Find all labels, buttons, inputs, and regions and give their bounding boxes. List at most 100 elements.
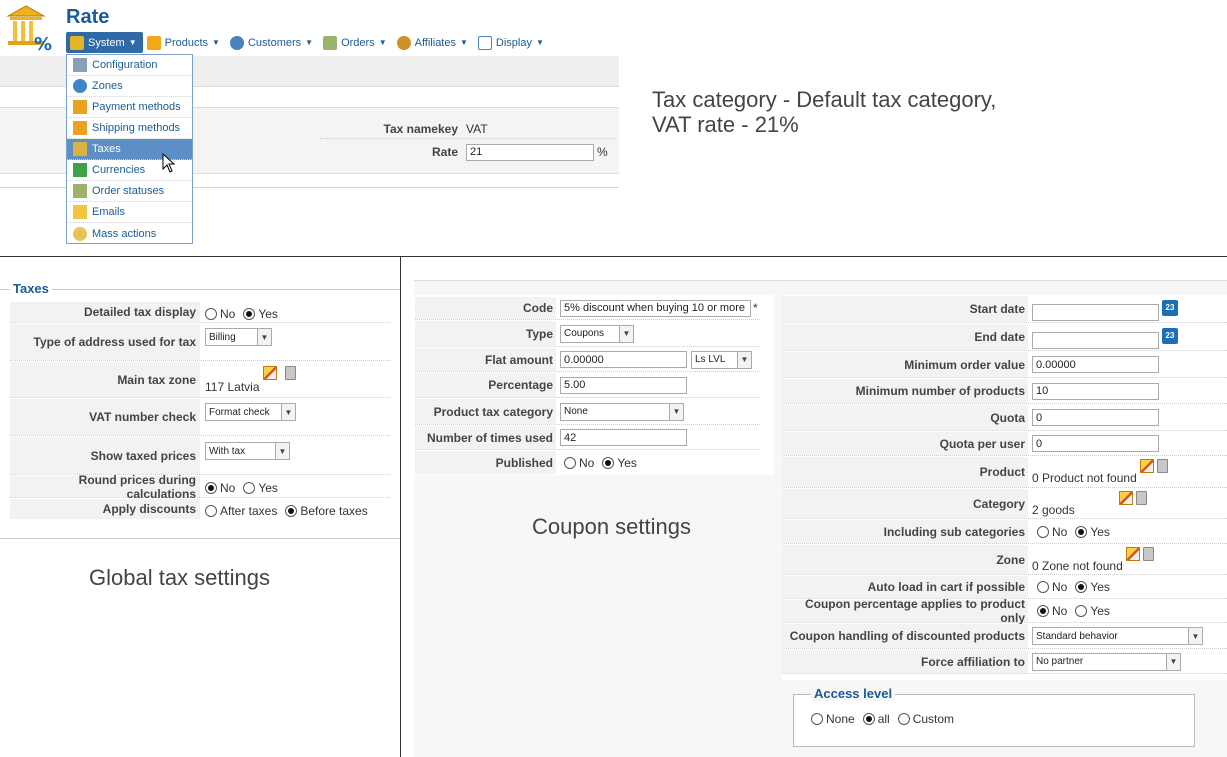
end-date-label: End date	[782, 324, 1028, 350]
caret-down-icon: ▼	[305, 38, 314, 47]
menu-products[interactable]: Products ▼	[143, 32, 226, 53]
system-dropdown: Configuration Zones Payment methods Ship…	[66, 54, 193, 244]
radio-after-taxes[interactable]	[205, 504, 217, 517]
radio-no[interactable]	[564, 456, 576, 469]
radio-yes[interactable]	[1075, 581, 1088, 593]
calendar-icon[interactable]: 23	[1162, 327, 1178, 344]
delete-icon[interactable]	[1142, 546, 1154, 561]
product-tax-row: Product tax category None ▼	[415, 399, 760, 425]
radio-yes[interactable]	[243, 482, 256, 494]
published-row: Published No Yes	[415, 451, 760, 474]
show-taxed-select[interactable]: With tax ▼	[205, 442, 290, 460]
start-date-value: 23	[1028, 298, 1178, 321]
edit-icon[interactable]	[1118, 490, 1133, 505]
detailed-tax-label: Detailed tax display	[10, 302, 200, 322]
menu-label: System	[88, 36, 125, 49]
order-status-icon	[73, 184, 87, 198]
autoload-value: No Yes	[1028, 580, 1118, 594]
radio-label: No	[220, 307, 236, 321]
type-value: Coupons ▼	[556, 324, 634, 343]
wrench-icon	[70, 35, 84, 50]
radio-no[interactable]	[205, 482, 217, 494]
dropdown-item-configuration[interactable]: Configuration	[67, 55, 192, 76]
rate-label: Rate	[431, 145, 458, 159]
radio-yes[interactable]	[1075, 525, 1088, 538]
chevron-down-icon: ▼	[275, 443, 289, 459]
vat-check-select[interactable]: Format check ▼	[205, 403, 296, 421]
radio-label: No	[1052, 580, 1068, 594]
dropdown-item-currencies[interactable]: Currencies	[67, 160, 192, 181]
start-date-label: Start date	[782, 296, 1028, 322]
caret-down-icon: ▼	[459, 38, 468, 47]
calendar-icon[interactable]: 23	[1162, 299, 1178, 316]
min-order-input[interactable]	[1032, 356, 1159, 373]
main-tax-zone-value: 117 Latvia	[200, 365, 296, 394]
dropdown-item-taxes[interactable]: Taxes	[67, 139, 192, 160]
edit-icon[interactable]	[1125, 546, 1140, 561]
apply-discounts-value: After taxes Before taxes	[200, 504, 376, 518]
rate-input[interactable]	[466, 143, 594, 161]
radio-none[interactable]	[811, 713, 823, 725]
menu-customers[interactable]: Customers ▼	[226, 32, 319, 53]
show-taxed-row: Show taxed prices With tax ▼	[10, 437, 390, 475]
flat-amount-input[interactable]	[560, 351, 687, 368]
start-date-input[interactable]	[1032, 303, 1159, 321]
times-used-input[interactable]	[560, 429, 687, 446]
quota-user-input[interactable]	[1032, 435, 1159, 452]
dropdown-item-zones[interactable]: Zones	[67, 76, 192, 97]
affiliation-label: Force affiliation to	[782, 650, 1028, 673]
radio-no[interactable]	[205, 308, 217, 320]
radio-custom[interactable]	[897, 713, 910, 725]
min-products-input[interactable]	[1032, 382, 1159, 400]
product-tax-select[interactable]: None ▼	[560, 402, 684, 421]
address-type-select[interactable]: Billing ▼	[205, 328, 272, 346]
menu-orders[interactable]: Orders ▼	[319, 32, 393, 53]
radio-yes[interactable]	[602, 456, 615, 469]
edit-icon[interactable]	[1139, 459, 1154, 473]
radio-label: No	[579, 455, 595, 470]
subcat-label: Including sub categories	[782, 520, 1028, 543]
delete-icon[interactable]	[284, 365, 296, 380]
currency-select[interactable]: Ls LVL ▼	[691, 350, 752, 369]
menu-affiliates[interactable]: Affiliates ▼	[393, 32, 474, 53]
radio-label: Yes	[617, 455, 637, 470]
menu-system[interactable]: System ▼	[66, 32, 143, 53]
handling-row: Coupon handling of discounted products S…	[782, 624, 1227, 649]
dropdown-label: Emails	[92, 206, 126, 218]
product-value: 0 Product not found	[1028, 459, 1168, 485]
vat-check-label: VAT number check	[10, 399, 200, 435]
radio-no[interactable]	[1037, 525, 1049, 538]
radio-all[interactable]	[862, 713, 875, 725]
mass-actions-icon	[73, 226, 87, 241]
dropdown-item-mass-actions[interactable]: Mass actions	[67, 223, 192, 244]
edit-icon[interactable]	[262, 365, 277, 380]
delete-icon[interactable]	[1135, 490, 1147, 505]
radio-label: Yes	[1090, 524, 1110, 539]
radio-before-taxes[interactable]	[285, 504, 298, 517]
flat-amount-row: Flat amount Ls LVL ▼	[415, 348, 760, 372]
access-level-options: None all Custom	[811, 712, 962, 726]
dropdown-item-order-statuses[interactable]: Order statuses	[67, 181, 192, 202]
dropdown-item-emails[interactable]: Emails	[67, 202, 192, 223]
access-level-legend: Access level	[811, 686, 896, 701]
quota-user-label: Quota per user	[782, 432, 1028, 455]
currency-icon	[73, 163, 87, 177]
percentage-input[interactable]	[560, 376, 687, 394]
handling-label: Coupon handling of discounted products	[782, 624, 1028, 648]
autoload-label: Auto load in cart if possible	[782, 576, 1028, 598]
end-date-input[interactable]	[1032, 331, 1159, 349]
radio-yes[interactable]	[1075, 605, 1088, 617]
affiliation-select[interactable]: No partner ▼	[1032, 652, 1181, 671]
quota-input[interactable]	[1032, 409, 1159, 426]
dropdown-item-shipping[interactable]: Shipping methods	[67, 118, 192, 139]
menu-display[interactable]: Display ▼	[474, 32, 550, 53]
main-tax-zone-row: Main tax zone 117 Latvia	[10, 362, 390, 398]
handling-select[interactable]: Standard behavior ▼	[1032, 627, 1203, 645]
type-select[interactable]: Coupons ▼	[560, 324, 634, 343]
code-input[interactable]	[560, 299, 751, 317]
radio-yes[interactable]	[243, 308, 256, 320]
radio-no[interactable]	[1037, 581, 1049, 593]
dropdown-item-payment[interactable]: Payment methods	[67, 97, 192, 118]
delete-icon[interactable]	[1156, 459, 1168, 473]
radio-no[interactable]	[1037, 605, 1049, 617]
